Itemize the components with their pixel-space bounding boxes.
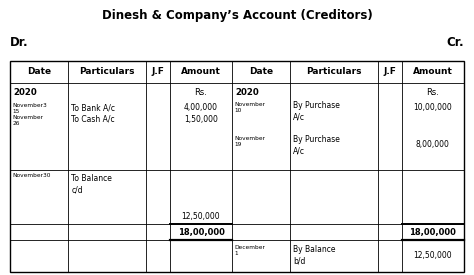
Text: Rs.: Rs.: [426, 87, 439, 97]
Text: J.F: J.F: [383, 67, 396, 76]
Text: 4,00,000
1,50,000: 4,00,000 1,50,000: [184, 103, 218, 124]
Text: November30: November30: [12, 173, 51, 178]
Text: By Purchase
A/c: By Purchase A/c: [293, 101, 340, 122]
Text: 12,50,000: 12,50,000: [413, 251, 452, 260]
Text: Cr.: Cr.: [446, 36, 464, 49]
Text: Date: Date: [249, 67, 273, 76]
Text: Date: Date: [27, 67, 51, 76]
Text: To Bank A/c
To Cash A/c: To Bank A/c To Cash A/c: [71, 103, 115, 124]
Text: 18,00,000: 18,00,000: [410, 228, 456, 237]
Text: Dinesh & Company’s Account (Creditors): Dinesh & Company’s Account (Creditors): [101, 9, 373, 22]
Text: November
19: November 19: [235, 136, 265, 147]
Text: Amount: Amount: [413, 67, 453, 76]
Text: December
1: December 1: [235, 245, 265, 256]
Text: Rs.: Rs.: [194, 87, 208, 97]
Text: November3
15
November
26: November3 15 November 26: [12, 103, 47, 126]
Text: Particulars: Particulars: [80, 67, 135, 76]
Text: To Balance
c/d: To Balance c/d: [71, 174, 112, 195]
Text: Particulars: Particulars: [306, 67, 362, 76]
Text: 2020: 2020: [13, 87, 36, 97]
Text: By Purchase
A/c: By Purchase A/c: [293, 135, 340, 156]
Text: 8,00,000: 8,00,000: [416, 140, 450, 149]
Text: 2020: 2020: [235, 87, 259, 97]
Text: 18,00,000: 18,00,000: [178, 228, 224, 237]
Text: Amount: Amount: [181, 67, 221, 76]
Text: J.F: J.F: [152, 67, 164, 76]
Text: Dr.: Dr.: [10, 36, 29, 49]
Text: 12,50,000: 12,50,000: [182, 212, 220, 221]
Text: By Balance
b/d: By Balance b/d: [293, 245, 336, 266]
Text: 10,00,000: 10,00,000: [413, 103, 452, 112]
Text: November
10: November 10: [235, 102, 265, 112]
